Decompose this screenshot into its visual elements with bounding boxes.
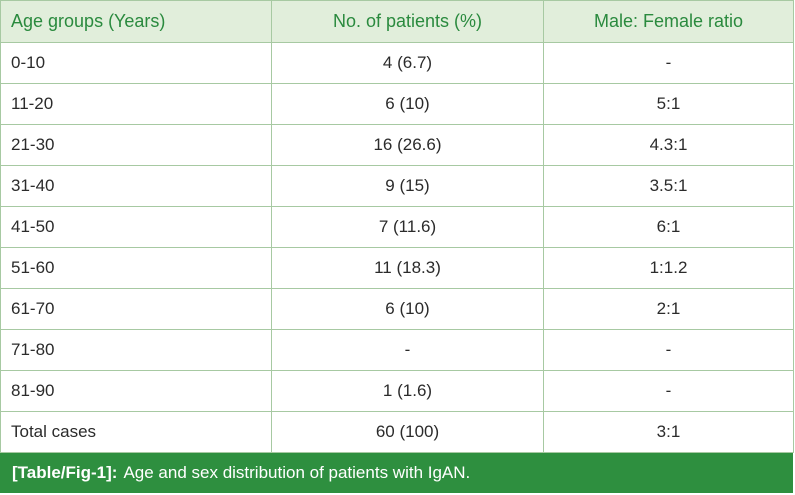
patients-cell: 6 (10): [271, 288, 544, 330]
age-group-cell: 0-10: [0, 42, 272, 84]
ratio-cell: -: [543, 329, 794, 371]
patients-cell: -: [271, 329, 544, 371]
patients-cell: 6 (10): [271, 83, 544, 125]
age-group-cell: 81-90: [0, 370, 272, 412]
total-ratio-cell: 3:1: [543, 411, 794, 453]
figure-caption: [Table/Fig-1]: Age and sex distribution …: [0, 453, 793, 493]
table-row: 21-30 16 (26.6) 4.3:1: [0, 124, 794, 166]
ratio-cell: 4.3:1: [543, 124, 794, 166]
ratio-cell: 5:1: [543, 83, 794, 125]
ratio-cell: 6:1: [543, 206, 794, 248]
header-male-female-ratio: Male: Female ratio: [543, 0, 794, 43]
patients-cell: 4 (6.7): [271, 42, 544, 84]
age-group-cell: 61-70: [0, 288, 272, 330]
patients-cell: 11 (18.3): [271, 247, 544, 289]
ratio-cell: 2:1: [543, 288, 794, 330]
table-row: 0-10 4 (6.7) -: [0, 42, 794, 84]
patients-cell: 9 (15): [271, 165, 544, 207]
caption-text: Age and sex distribution of patients wit…: [123, 463, 471, 482]
table-row: 41-50 7 (11.6) 6:1: [0, 206, 794, 248]
ratio-cell: -: [543, 370, 794, 412]
total-label-cell: Total cases: [0, 411, 272, 453]
table-row: 11-20 6 (10) 5:1: [0, 83, 794, 125]
caption-label: [Table/Fig-1]:: [12, 463, 118, 482]
total-patients-cell: 60 (100): [271, 411, 544, 453]
age-group-cell: 41-50: [0, 206, 272, 248]
table-row: 81-90 1 (1.6) -: [0, 370, 794, 412]
age-group-cell: 51-60: [0, 247, 272, 289]
table-row: 51-60 11 (18.3) 1:1.2: [0, 247, 794, 289]
ratio-cell: 3.5:1: [543, 165, 794, 207]
age-group-cell: 11-20: [0, 83, 272, 125]
table-row: 31-40 9 (15) 3.5:1: [0, 165, 794, 207]
ratio-cell: 1:1.2: [543, 247, 794, 289]
age-group-cell: 71-80: [0, 329, 272, 371]
table-row-total: Total cases 60 (100) 3:1: [0, 411, 794, 453]
patients-cell: 16 (26.6): [271, 124, 544, 166]
table-row: 71-80 - -: [0, 329, 794, 371]
table-row: 61-70 6 (10) 2:1: [0, 288, 794, 330]
age-sex-distribution-table: Age groups (Years) No. of patients (%) M…: [0, 0, 794, 453]
ratio-cell: -: [543, 42, 794, 84]
table-header-row: Age groups (Years) No. of patients (%) M…: [0, 0, 794, 43]
age-group-cell: 31-40: [0, 165, 272, 207]
age-group-cell: 21-30: [0, 124, 272, 166]
patients-cell: 7 (11.6): [271, 206, 544, 248]
patients-cell: 1 (1.6): [271, 370, 544, 412]
header-age-groups: Age groups (Years): [0, 0, 272, 43]
header-no-of-patients: No. of patients (%): [271, 0, 544, 43]
